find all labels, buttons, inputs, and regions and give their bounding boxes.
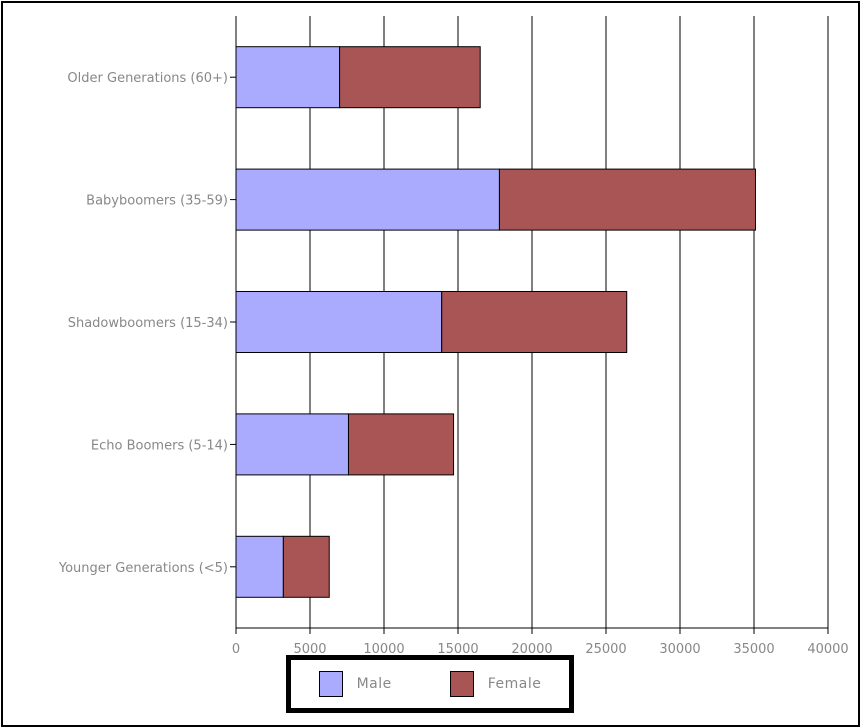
x-tick-label-2: 10000: [363, 642, 404, 657]
legend-label-male: Male: [356, 676, 392, 692]
y-tick-label-1: Babyboomers (35-59): [86, 194, 228, 209]
x-tick-label-6: 30000: [659, 642, 700, 657]
legend-item-male: Male: [318, 671, 392, 697]
bar-male-1: [235, 168, 500, 231]
y-tick-label-4: Younger Generations (<5): [58, 561, 228, 576]
bar-male-4: [235, 535, 284, 598]
bar-male-3: [235, 413, 349, 476]
legend-swatch-male: [318, 671, 343, 697]
x-tick-label-7: 35000: [733, 642, 774, 657]
x-tick-label-1: 5000: [293, 642, 326, 657]
bar-male-0: [235, 46, 341, 109]
legend-label-female: Female: [487, 676, 542, 692]
bar-female-1: [498, 168, 756, 231]
y-tick-label-0: Older Generations (60+): [67, 71, 228, 86]
bar-female-0: [339, 46, 481, 109]
x-tick-label-3: 15000: [437, 642, 478, 657]
bar-female-2: [441, 291, 628, 353]
y-tick-label-2: Shadowboomers (15-34): [68, 316, 228, 331]
bar-female-3: [347, 413, 455, 476]
bar-male-2: [235, 291, 443, 353]
y-tick-label-3: Echo Boomers (5-14): [91, 438, 228, 453]
x-tick-label-5: 25000: [585, 642, 626, 657]
legend-swatch-female: [449, 671, 474, 697]
x-tick-label-4: 20000: [511, 642, 552, 657]
bar-female-4: [282, 535, 330, 598]
x-tick-label-0: 0: [232, 642, 240, 657]
legend: Male Female: [286, 655, 574, 713]
x-tick-label-8: 40000: [807, 642, 848, 657]
legend-item-female: Female: [449, 671, 542, 697]
